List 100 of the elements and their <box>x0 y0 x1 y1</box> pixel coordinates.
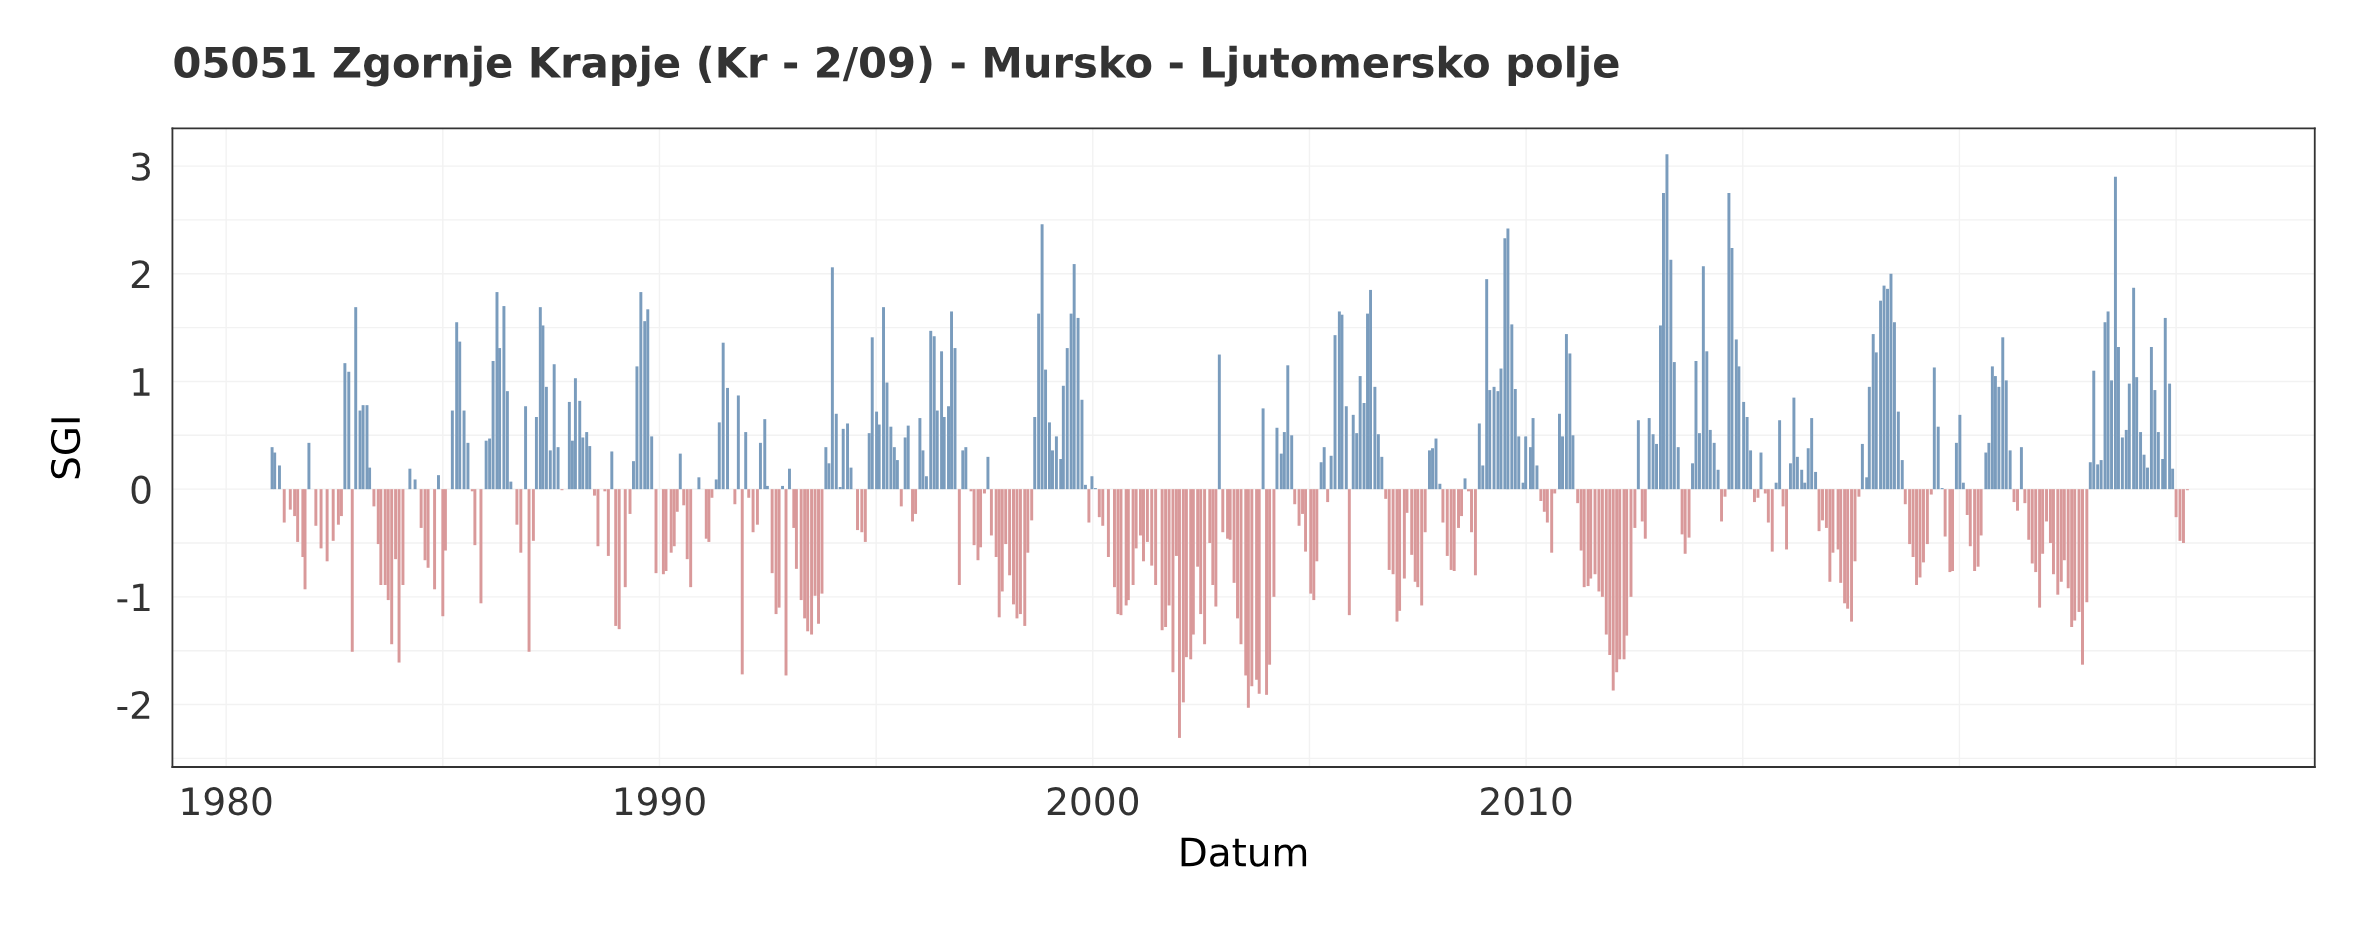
bar <box>372 489 376 507</box>
bar <box>1072 264 1076 490</box>
bar <box>810 489 814 635</box>
bar <box>462 410 466 490</box>
bar <box>669 489 673 553</box>
bar <box>1369 289 1373 490</box>
bar <box>744 432 748 490</box>
bar <box>282 489 286 523</box>
bar <box>1040 224 1044 490</box>
bar <box>1101 489 1105 526</box>
bar <box>1665 154 1669 490</box>
bar <box>426 489 430 568</box>
bar <box>2113 176 2117 490</box>
bar <box>1860 443 1864 490</box>
bar <box>1558 413 1561 490</box>
bar <box>519 489 523 553</box>
bar <box>2106 311 2110 490</box>
bar <box>479 489 483 604</box>
bar <box>2019 447 2023 490</box>
bar <box>296 489 300 542</box>
bar <box>1203 489 1207 645</box>
bar <box>1087 489 1091 523</box>
bar <box>1932 367 1936 490</box>
bar <box>1214 489 1218 607</box>
bar <box>940 351 944 490</box>
bar <box>552 364 556 490</box>
bar <box>567 401 571 490</box>
bar <box>986 456 990 490</box>
bar <box>1915 489 1919 585</box>
bar <box>1611 489 1615 691</box>
bar <box>1358 376 1362 490</box>
bar <box>1701 266 1705 490</box>
bar <box>1131 489 1135 585</box>
bar <box>918 418 922 490</box>
bar <box>314 489 318 526</box>
bar <box>1473 489 1477 576</box>
bar <box>697 477 701 490</box>
bar <box>2149 347 2153 490</box>
bar <box>1420 489 1424 606</box>
bar <box>336 489 340 525</box>
bar <box>1126 489 1130 601</box>
bar <box>307 442 311 490</box>
bar <box>1889 273 1893 490</box>
bar <box>1990 366 1994 490</box>
bar <box>617 489 621 630</box>
bar <box>646 309 650 490</box>
bar <box>846 423 850 490</box>
bar <box>1828 489 1832 582</box>
bar <box>455 322 459 490</box>
bar <box>606 489 610 556</box>
bar <box>957 489 961 585</box>
bar <box>1189 489 1193 660</box>
bar <box>573 378 577 490</box>
y-tick-label: 0 <box>131 475 151 504</box>
bar <box>277 465 281 490</box>
y-axis-title: SGI <box>50 418 81 479</box>
y-tick-label: 2 <box>131 260 150 289</box>
bar <box>596 489 600 547</box>
bar <box>870 337 874 490</box>
bar <box>863 489 867 542</box>
bar <box>1810 418 1814 490</box>
bar <box>350 489 354 652</box>
bar <box>1770 489 1774 552</box>
bar <box>817 489 820 624</box>
bar <box>325 489 329 562</box>
bar <box>1492 386 1496 490</box>
bar <box>614 489 618 626</box>
bar <box>379 489 383 585</box>
bar <box>413 479 417 490</box>
bar <box>639 292 643 490</box>
bar <box>1506 228 1510 490</box>
bar <box>1217 354 1221 490</box>
bar <box>1312 489 1316 601</box>
bar <box>1449 489 1453 570</box>
bar <box>1164 489 1168 627</box>
bar <box>763 419 767 490</box>
y-tick-label: 3 <box>131 152 150 181</box>
bar <box>319 489 323 549</box>
bar <box>1171 489 1175 673</box>
bar <box>1850 489 1854 622</box>
bar <box>1326 489 1330 503</box>
bar <box>1023 489 1027 626</box>
bar <box>1948 489 1952 573</box>
bar <box>2081 489 2084 665</box>
bar <box>1387 489 1391 570</box>
bar <box>343 363 347 490</box>
bar <box>1531 418 1535 490</box>
bar <box>1817 489 1821 532</box>
bar <box>781 485 785 490</box>
bar <box>2016 489 2019 511</box>
bar <box>484 440 488 490</box>
bar <box>361 405 365 490</box>
bar <box>473 489 477 546</box>
bar <box>397 489 401 663</box>
bar <box>1636 420 1640 490</box>
bar <box>989 489 993 536</box>
bar <box>1485 279 1489 490</box>
bar <box>1452 489 1456 571</box>
bar <box>964 447 968 490</box>
bar <box>1286 365 1290 490</box>
